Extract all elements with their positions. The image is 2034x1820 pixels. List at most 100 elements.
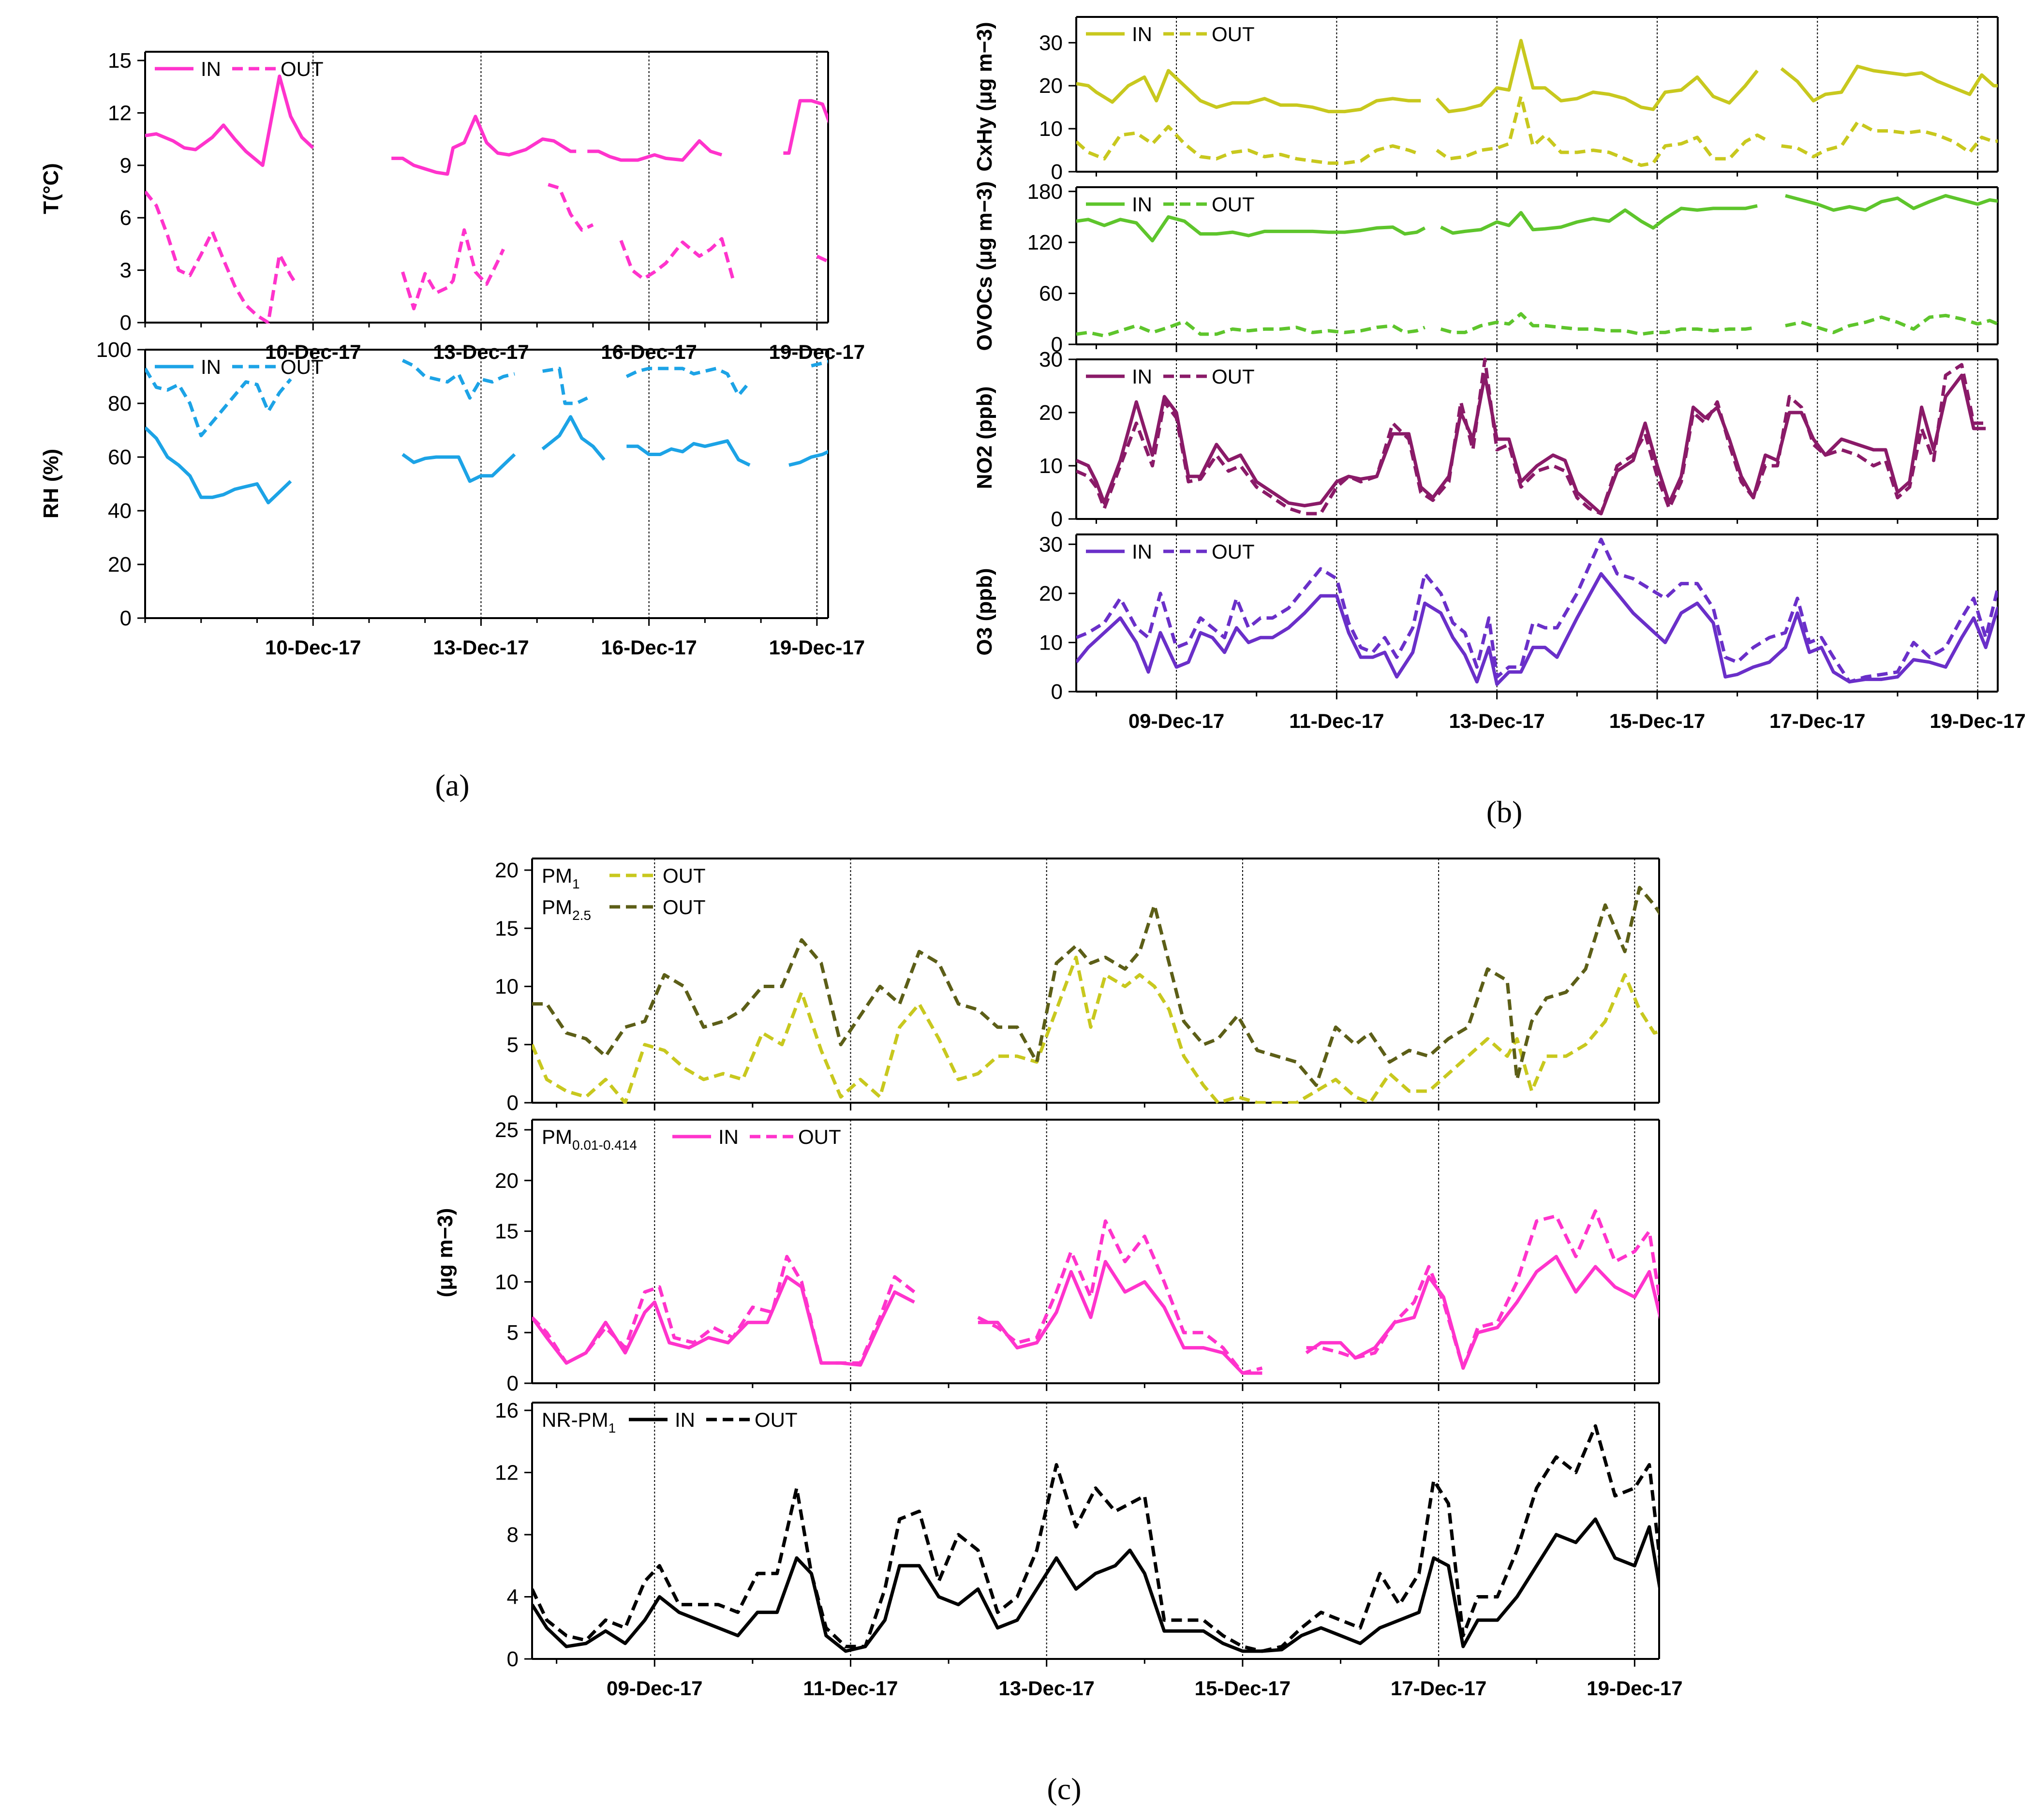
- y-tick-label: 5: [507, 1033, 519, 1057]
- legend-in-label: IN: [718, 1125, 739, 1148]
- y-tick-label: 8: [507, 1523, 519, 1547]
- panel-label-a: (a): [435, 768, 469, 802]
- y-tick-label: 16: [495, 1399, 519, 1422]
- series-line-out: [811, 360, 828, 368]
- series-line-in: [626, 439, 751, 467]
- series-line-in: [532, 1275, 915, 1367]
- y-tick-label: 20: [1039, 401, 1063, 425]
- x-tick-label: 13-Dec-17: [433, 636, 529, 659]
- series-line-out: [1785, 313, 1998, 334]
- y-tick-label: 30: [1039, 533, 1063, 556]
- x-tick-label: 13-Dec-17: [1449, 710, 1544, 732]
- legend-out-label: OUT: [1212, 365, 1255, 388]
- series-line-out: [1076, 537, 1998, 684]
- series-line-pm2-5-out: [532, 886, 1659, 1087]
- y-tick-label: 15: [108, 49, 132, 73]
- x-tick-label: 19-Dec-17: [1587, 1677, 1682, 1700]
- series-line-out: [619, 237, 735, 281]
- y-tick-label: 100: [96, 338, 132, 362]
- series-line-in: [1076, 215, 1426, 243]
- legend-label: PM0.01-0.414: [542, 1125, 637, 1153]
- legend-label: NR-PM1: [542, 1408, 616, 1435]
- series-line-out: [625, 367, 751, 397]
- legend-in-label: IN: [201, 58, 221, 80]
- y-tick-label: 180: [1027, 180, 1063, 204]
- y-tick-label: 80: [108, 392, 132, 415]
- legend-in-label: IN: [675, 1408, 695, 1431]
- y-tick-label: 0: [120, 311, 132, 335]
- x-tick-label: 19-Dec-17: [769, 340, 865, 363]
- y-tick-label: 12: [495, 1461, 519, 1485]
- chart-b-OVOCs: 0 60 120 180 OVOCs (μg m−3) IN OUT: [973, 180, 1999, 356]
- series-line-out: [816, 254, 828, 263]
- y-tick-label: 25: [495, 1118, 519, 1142]
- y-tick-label: 20: [495, 858, 519, 882]
- series-line-out: [145, 368, 292, 438]
- y-tick-label: 20: [1039, 74, 1063, 98]
- chart-c-PM: 0 5 10 15 20 PM1 OUT PM2.5 OUT: [495, 858, 1660, 1115]
- series-line-pm1-out: [532, 955, 1659, 1104]
- legend-in-label: IN: [1132, 23, 1152, 45]
- y-tick-label: 20: [108, 553, 132, 577]
- x-tick-label: 19-Dec-17: [1930, 710, 2025, 732]
- x-tick-label: 19-Dec-17: [769, 636, 865, 659]
- series-line-out: [532, 1255, 916, 1365]
- y-tick-label: 30: [1039, 348, 1063, 371]
- series-line-out: [401, 228, 505, 311]
- series-line-in: [1785, 194, 1998, 212]
- y-tick-label: 20: [1039, 582, 1063, 606]
- series-line-in: [1076, 373, 1986, 516]
- y-tick-label: 15: [495, 1220, 519, 1243]
- series-line-out: [977, 1219, 1263, 1375]
- legend-label: PM2.5: [542, 896, 591, 923]
- y-tick-label: 0: [120, 607, 132, 630]
- y-tick-label: 10: [495, 1270, 519, 1294]
- legend-in-label: IN: [201, 355, 221, 378]
- y-tick-label: 0: [507, 1372, 519, 1395]
- y-tick-label: 0: [1051, 333, 1063, 356]
- y-axis-label: NO2 (ppb): [973, 386, 996, 489]
- series-line-in: [145, 426, 292, 504]
- y-axis-label: OVOCs (μg m−3): [973, 181, 996, 351]
- y-tick-label: 0: [507, 1091, 519, 1115]
- y-axis-label: RH (%): [39, 449, 63, 518]
- y-axis-label: T(°C): [39, 163, 63, 214]
- chart-c-UFP: 0 5 10 15 20 25 (μg m−3) PM0.01-0.414 IN OUT: [433, 1118, 1660, 1395]
- y-tick-label: 6: [120, 206, 132, 230]
- y-tick-label: 15: [495, 917, 519, 940]
- legend-out-label: OUT: [1212, 193, 1255, 216]
- y-tick-label: 0: [507, 1647, 519, 1671]
- legend-in-label: IN: [1132, 365, 1152, 388]
- chart-a-T: 10-Dec-17 13-Dec-17 16-Dec-17 19-Dec-17 0 3 6 9…: [39, 49, 865, 363]
- legend-out-label: OUT: [1212, 540, 1255, 563]
- x-tick-label: 13-Dec-17: [998, 1677, 1094, 1700]
- series-line-out: [1440, 312, 1758, 336]
- y-tick-label: 60: [1039, 282, 1063, 306]
- y-tick-label: 0: [1051, 160, 1063, 184]
- legend-out-label: OUT: [663, 896, 706, 918]
- y-tick-label: 9: [120, 154, 132, 178]
- x-tick-label: 09-Dec-17: [1128, 710, 1224, 732]
- series-line-out: [1781, 120, 1998, 159]
- y-tick-label: 40: [108, 499, 132, 523]
- series-line-out: [542, 367, 588, 405]
- series-line-out: [1076, 357, 1986, 516]
- chart-b-O3: 09-Dec-17 11-Dec-17 13-Dec-17 15-Dec-17 17-D…: [973, 533, 2026, 732]
- y-axis-label: O3 (ppb): [973, 568, 996, 656]
- y-axis-label: CxHy (μg m−3): [973, 22, 996, 171]
- chart-b-NO2: 0 10 20 30 NO2 (ppb) IN OUT: [973, 348, 1999, 531]
- series-line-in: [1440, 204, 1758, 235]
- legend-out-label: OUT: [281, 355, 324, 378]
- series-line-in: [1076, 69, 1421, 114]
- series-line-in: [391, 115, 577, 176]
- x-tick-label: 17-Dec-17: [1391, 1677, 1486, 1700]
- series-line-in: [532, 1517, 1659, 1653]
- series-line-out: [548, 183, 594, 232]
- panel-label-c: (c): [1047, 1772, 1081, 1806]
- series-line-out: [1306, 1209, 1659, 1370]
- y-tick-label: 20: [495, 1169, 519, 1193]
- legend-out-label: OUT: [798, 1125, 841, 1148]
- x-tick-label: 10-Dec-17: [265, 636, 361, 659]
- legend-in-label: IN: [1132, 540, 1152, 563]
- chart-a-RH: 10-Dec-17 13-Dec-17 16-Dec-17 19-Dec-17 0 20 4…: [39, 338, 865, 659]
